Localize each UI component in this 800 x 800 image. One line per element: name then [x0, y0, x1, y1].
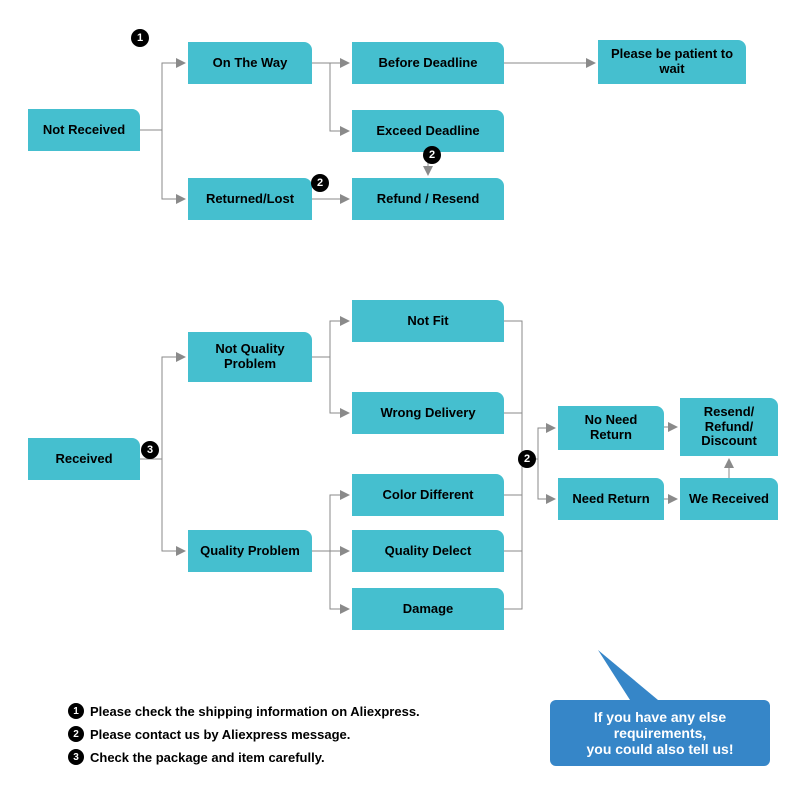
- connector: [140, 130, 184, 199]
- note-badge-icon: 2: [311, 174, 329, 192]
- connector: [312, 357, 348, 413]
- flow-node-label: Returned/Lost: [206, 192, 294, 207]
- flow-node-not-received: Not Received: [28, 109, 140, 151]
- flow-node-label: Wrong Delivery: [380, 406, 475, 421]
- flow-node-please-wait: Please be patient to wait: [598, 40, 746, 84]
- connector: [312, 321, 348, 357]
- footnote-row: 2 Please contact us by Aliexpress message…: [68, 726, 350, 742]
- footnote-row: 3 Check the package and item carefully.: [68, 749, 325, 765]
- connector: [312, 63, 348, 131]
- flow-node-quality-delect: Quality Delect: [352, 530, 504, 572]
- bubble-line1: If you have any else requirements,: [560, 709, 760, 741]
- flow-node-returned-lost: Returned/Lost: [188, 178, 312, 220]
- flow-node-color-diff: Color Different: [352, 474, 504, 516]
- flow-node-label: Quality Delect: [385, 544, 472, 559]
- footnote-row: 1 Please check the shipping information o…: [68, 703, 420, 719]
- flow-node-we-received: We Received: [680, 478, 778, 520]
- flow-node-label: On The Way: [213, 56, 288, 71]
- speech-bubble: If you have any else requirements,you co…: [550, 700, 770, 766]
- flow-node-not-quality: Not Quality Problem: [188, 332, 312, 382]
- note-badge-icon: 2: [423, 146, 441, 164]
- note-badge-icon: 2: [68, 726, 84, 742]
- flow-node-not-fit: Not Fit: [352, 300, 504, 342]
- flow-node-label: Received: [55, 452, 112, 467]
- flow-node-refund-resend: Refund / Resend: [352, 178, 504, 220]
- flow-node-resend-refund: Resend/ Refund/ Discount: [680, 398, 778, 456]
- flow-node-label: Please be patient to wait: [602, 47, 742, 77]
- flow-node-on-the-way: On The Way: [188, 42, 312, 84]
- flow-node-label: Refund / Resend: [377, 192, 480, 207]
- flow-node-need-return: Need Return: [558, 478, 664, 520]
- connector: [312, 551, 348, 609]
- flow-node-label: No Need Return: [562, 413, 660, 443]
- flow-node-quality: Quality Problem: [188, 530, 312, 572]
- flow-node-before-deadline: Before Deadline: [352, 42, 504, 84]
- flow-node-label: Quality Problem: [200, 544, 300, 559]
- note-badge-icon: 3: [141, 441, 159, 459]
- note-badge-icon: 2: [518, 450, 536, 468]
- flow-node-label: Damage: [403, 602, 454, 617]
- flow-node-no-need-return: No Need Return: [558, 406, 664, 450]
- footnote-text: Please check the shipping information on…: [90, 704, 420, 719]
- connector: [140, 63, 184, 130]
- flow-node-received: Received: [28, 438, 140, 480]
- footnote-text: Check the package and item carefully.: [90, 750, 325, 765]
- flow-node-label: Not Received: [43, 123, 125, 138]
- note-badge-icon: 1: [131, 29, 149, 47]
- flow-node-wrong-delivery: Wrong Delivery: [352, 392, 504, 434]
- flow-node-label: Need Return: [572, 492, 649, 507]
- speech-bubble-tail: [598, 650, 658, 700]
- flow-node-damage: Damage: [352, 588, 504, 630]
- flow-node-label: We Received: [689, 492, 769, 507]
- note-badge-icon: 1: [68, 703, 84, 719]
- flow-node-label: Not Fit: [407, 314, 448, 329]
- footnote-text: Please contact us by Aliexpress message.: [90, 727, 350, 742]
- bubble-line2: you could also tell us!: [586, 741, 733, 757]
- flow-node-label: Before Deadline: [379, 56, 478, 71]
- flow-node-label: Exceed Deadline: [376, 124, 479, 139]
- flow-node-label: Resend/ Refund/ Discount: [701, 405, 757, 450]
- connector: [312, 495, 348, 551]
- flow-node-label: Not Quality Problem: [192, 342, 308, 372]
- note-badge-icon: 3: [68, 749, 84, 765]
- connector: [140, 459, 184, 551]
- flow-node-label: Color Different: [383, 488, 474, 503]
